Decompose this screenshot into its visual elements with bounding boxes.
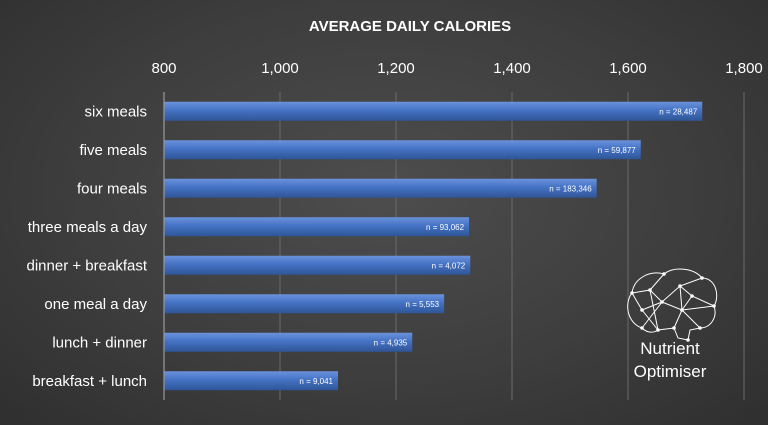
data-labels: n = 28,487 n = 59,877 n = 183,346 n = 93,06…	[299, 107, 697, 386]
category-label: six meals	[84, 103, 147, 120]
x-tick-label: 1,600	[609, 60, 647, 77]
category-label: four meals	[77, 180, 147, 197]
bar	[164, 101, 703, 121]
data-label: n = 4,935	[374, 338, 408, 347]
nutrient-optimiser-logo: Nutrient Optimiser	[627, 268, 718, 381]
data-label: n = 59,877	[598, 146, 637, 155]
bar	[164, 255, 471, 275]
bar	[164, 332, 413, 352]
bar	[164, 217, 470, 237]
x-tick-label: 1,400	[493, 60, 531, 77]
category-label: one meal a day	[44, 296, 147, 313]
data-label: n = 5,553	[406, 300, 440, 309]
data-label: n = 9,041	[299, 377, 333, 386]
data-label: n = 4,072	[432, 261, 466, 270]
category-label: breakfast + lunch	[32, 373, 147, 390]
x-tick-label: 1,800	[725, 60, 763, 77]
bar	[164, 371, 338, 391]
x-tick-label: 1,200	[377, 60, 415, 77]
x-tick-label: 1,000	[261, 60, 299, 77]
category-label: dinner + breakfast	[27, 257, 148, 274]
data-label: n = 93,062	[426, 223, 465, 232]
category-label: three meals a day	[28, 219, 148, 236]
bar	[164, 140, 641, 160]
bar	[164, 178, 597, 198]
x-tick-label: 800	[151, 60, 176, 77]
chart-title: AVERAGE DAILY CALORIES	[309, 18, 511, 35]
logo-text-line2: Optimiser	[634, 362, 707, 381]
bars	[164, 101, 703, 391]
data-label: n = 28,487	[659, 107, 698, 116]
category-label: five meals	[79, 142, 147, 159]
category-label: lunch + dinner	[52, 334, 147, 351]
category-labels: six meals five meals four meals three meals…	[27, 103, 148, 390]
data-label: n = 183,346	[549, 184, 592, 193]
logo-text-line1: Nutrient	[640, 339, 700, 358]
brain-network-icon	[627, 268, 718, 342]
bar	[164, 294, 445, 314]
x-axis-tick-labels: 800 1,000 1,200 1,400 1,600 1,800	[151, 60, 762, 77]
